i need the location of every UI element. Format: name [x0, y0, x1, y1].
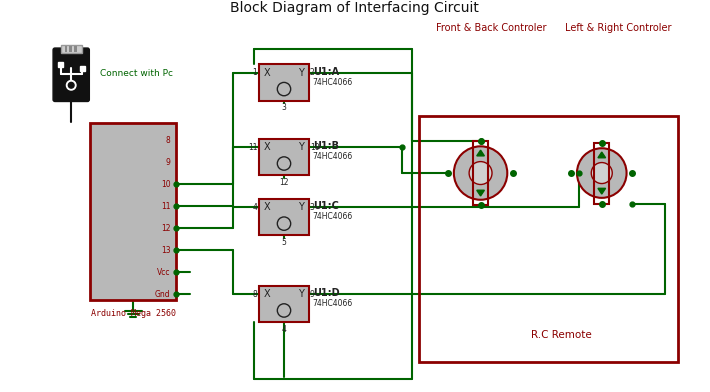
Text: Front & Back Controler: Front & Back Controler [436, 23, 546, 33]
Text: U1:A: U1:A [312, 67, 339, 77]
Text: U1:C: U1:C [312, 201, 339, 211]
Text: Y: Y [298, 68, 304, 78]
Polygon shape [598, 188, 606, 194]
Bar [61, 45, 82, 53]
Text: X: X [263, 142, 270, 152]
Bar [259, 199, 309, 235]
Text: X: X [263, 289, 270, 299]
Text: U1:D: U1:D [312, 288, 339, 298]
Text: 8: 8 [165, 136, 170, 145]
Circle shape [469, 162, 492, 185]
Text: 9: 9 [310, 290, 315, 299]
Bar [259, 286, 309, 322]
Bar [74, 46, 77, 52]
Polygon shape [476, 150, 484, 156]
Text: 12: 12 [279, 178, 289, 187]
Text: Vcc: Vcc [157, 268, 170, 277]
Bar [80, 66, 84, 71]
Text: 3: 3 [310, 203, 315, 212]
Text: U1:B: U1:B [312, 142, 339, 151]
Text: 2: 2 [310, 68, 315, 77]
Text: 9: 9 [165, 158, 170, 167]
Text: 5: 5 [282, 238, 286, 247]
Text: 8: 8 [253, 290, 257, 299]
Text: 74HC4066: 74HC4066 [312, 152, 353, 162]
Bar [65, 46, 67, 52]
Circle shape [591, 163, 612, 183]
Bar [259, 139, 309, 175]
Text: X: X [263, 202, 270, 212]
Bar [259, 64, 309, 100]
Polygon shape [476, 190, 484, 196]
Text: 1: 1 [253, 68, 257, 77]
Bar [419, 116, 678, 362]
Text: 11: 11 [161, 202, 170, 211]
Text: 74HC4066: 74HC4066 [312, 212, 353, 221]
Text: Left & Right Controler: Left & Right Controler [564, 23, 671, 33]
Text: 3: 3 [282, 103, 286, 113]
Text: Connect with Pc: Connect with Pc [100, 69, 173, 78]
Text: 74HC4066: 74HC4066 [312, 78, 353, 87]
Text: R.C Remote: R.C Remote [531, 330, 591, 340]
Text: X: X [263, 68, 270, 78]
Bar [594, 143, 609, 203]
Bar [473, 141, 488, 205]
Bar [70, 46, 72, 52]
Text: 10: 10 [310, 143, 320, 152]
Text: Gnd: Gnd [155, 290, 170, 299]
Text: Y: Y [298, 289, 304, 299]
Circle shape [454, 146, 507, 200]
Text: 13: 13 [161, 246, 170, 255]
Text: 10: 10 [161, 180, 170, 189]
Circle shape [68, 82, 74, 88]
Circle shape [67, 80, 76, 90]
Bar [58, 62, 62, 67]
Text: Y: Y [298, 142, 304, 152]
Text: Arduino Mega 2560: Arduino Mega 2560 [91, 309, 176, 318]
Circle shape [577, 148, 626, 198]
Text: 11: 11 [248, 143, 257, 152]
Polygon shape [598, 152, 606, 158]
FancyBboxPatch shape [53, 48, 89, 102]
Text: 74HC4066: 74HC4066 [312, 299, 353, 308]
Text: 12: 12 [161, 224, 170, 233]
Bar [90, 123, 176, 300]
Text: 4: 4 [282, 325, 286, 334]
Text: 4: 4 [253, 203, 257, 212]
Title: Block Diagram of Interfacing Circuit: Block Diagram of Interfacing Circuit [230, 2, 479, 15]
Text: Y: Y [298, 202, 304, 212]
